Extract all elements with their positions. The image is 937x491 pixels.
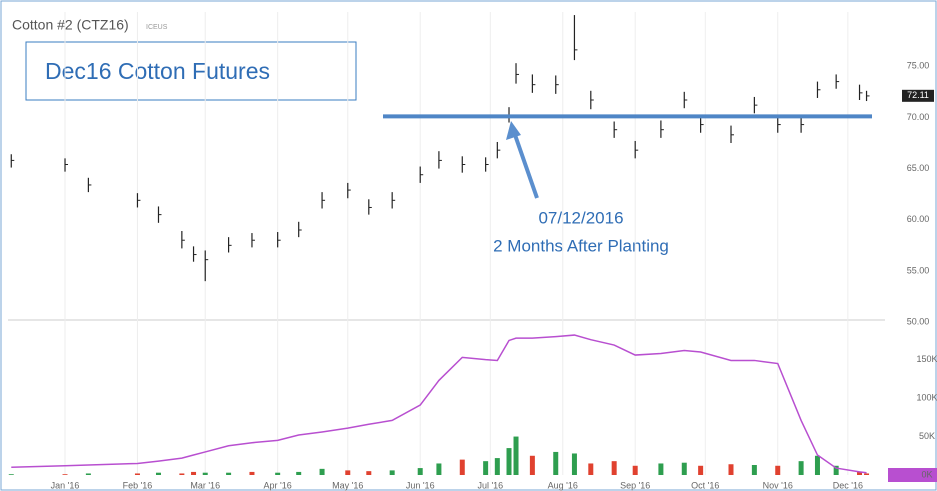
volume-bar bbox=[249, 471, 255, 475]
volume-bar bbox=[134, 473, 140, 475]
volume-bar bbox=[389, 470, 395, 475]
x-tick-label: Aug '16 bbox=[548, 480, 578, 490]
y2-tick-label: 100K bbox=[916, 392, 937, 402]
x-tick-label: Mar '16 bbox=[190, 480, 220, 490]
x-tick-label: Dec '16 bbox=[833, 480, 863, 490]
volume-bar bbox=[751, 465, 757, 475]
annotation-note: 2 Months After Planting bbox=[493, 236, 669, 255]
chart-title: Cotton #2 (CTZ16) bbox=[12, 17, 129, 33]
y-tick-label: 50.00 bbox=[907, 316, 930, 326]
volume-bar bbox=[698, 465, 704, 475]
open-interest-line bbox=[11, 334, 867, 474]
volume-bar bbox=[85, 473, 91, 475]
volume-bar bbox=[513, 436, 519, 475]
y-tick-label: 70.00 bbox=[907, 112, 930, 122]
x-tick-label: Jul '16 bbox=[477, 480, 503, 490]
volume-bar bbox=[833, 465, 839, 475]
volume-bar bbox=[588, 463, 594, 475]
volume-bar bbox=[571, 453, 577, 475]
volume-bar bbox=[553, 451, 559, 475]
volume-bar bbox=[632, 465, 638, 475]
volume-bar bbox=[319, 468, 325, 475]
arrow-head bbox=[506, 121, 521, 140]
volume-bar bbox=[62, 474, 68, 475]
volume-bar bbox=[494, 458, 500, 475]
volume-bar bbox=[506, 448, 512, 475]
annotation-box-text: Dec16 Cotton Futures bbox=[45, 58, 270, 84]
y-tick-label: 75.00 bbox=[907, 61, 930, 71]
volume-bar bbox=[275, 472, 281, 475]
x-tick-label: May '16 bbox=[332, 480, 363, 490]
y-tick-label: 60.00 bbox=[907, 214, 930, 224]
x-tick-label: Sep '16 bbox=[620, 480, 650, 490]
x-tick-label: Oct '16 bbox=[691, 480, 719, 490]
volume-bar bbox=[191, 471, 197, 475]
volume-bar bbox=[226, 472, 232, 475]
volume-bar bbox=[857, 471, 863, 475]
annotation-box bbox=[25, 41, 357, 101]
x-tick-label: Apr '16 bbox=[264, 480, 292, 490]
volume-bar bbox=[529, 455, 535, 475]
volume-bar bbox=[814, 455, 820, 475]
volume-bar bbox=[155, 472, 161, 475]
volume-bar bbox=[345, 470, 351, 475]
last-price-label: 72.11 bbox=[907, 90, 929, 100]
volume-bar bbox=[864, 473, 870, 475]
arrow-shaft bbox=[512, 131, 539, 199]
annotation-date: 07/12/2016 bbox=[538, 208, 623, 227]
volume-bar bbox=[483, 461, 489, 475]
volume-bar bbox=[728, 464, 734, 475]
volume-bar bbox=[658, 463, 664, 475]
y2-tick-label: 0K bbox=[921, 469, 932, 479]
volume-bar bbox=[681, 462, 687, 475]
volume-bar bbox=[459, 459, 465, 475]
volume-bar bbox=[366, 471, 372, 475]
exchange: ICEUS bbox=[146, 24, 168, 31]
volume-bar bbox=[798, 461, 804, 475]
y-tick-label: 55.00 bbox=[907, 265, 930, 275]
y-tick-label: 65.00 bbox=[907, 163, 930, 173]
volume-bar bbox=[296, 471, 302, 475]
volume-bar bbox=[179, 473, 185, 475]
y2-tick-label: 50K bbox=[919, 431, 935, 441]
oi-tag bbox=[888, 468, 937, 482]
y2-tick-label: 150K bbox=[916, 354, 937, 364]
x-tick-label: Feb '16 bbox=[123, 480, 153, 490]
x-tick-label: Jan '16 bbox=[51, 480, 80, 490]
volume-bar bbox=[202, 472, 208, 475]
x-tick-label: Nov '16 bbox=[763, 480, 793, 490]
volume-bar bbox=[775, 465, 781, 475]
volume-bar bbox=[8, 474, 14, 475]
last-price-tag bbox=[902, 89, 934, 102]
x-tick-label: Jun '16 bbox=[406, 480, 435, 490]
volume-bar bbox=[417, 468, 423, 475]
volume-bar bbox=[611, 461, 617, 475]
volume-bar bbox=[436, 463, 442, 475]
